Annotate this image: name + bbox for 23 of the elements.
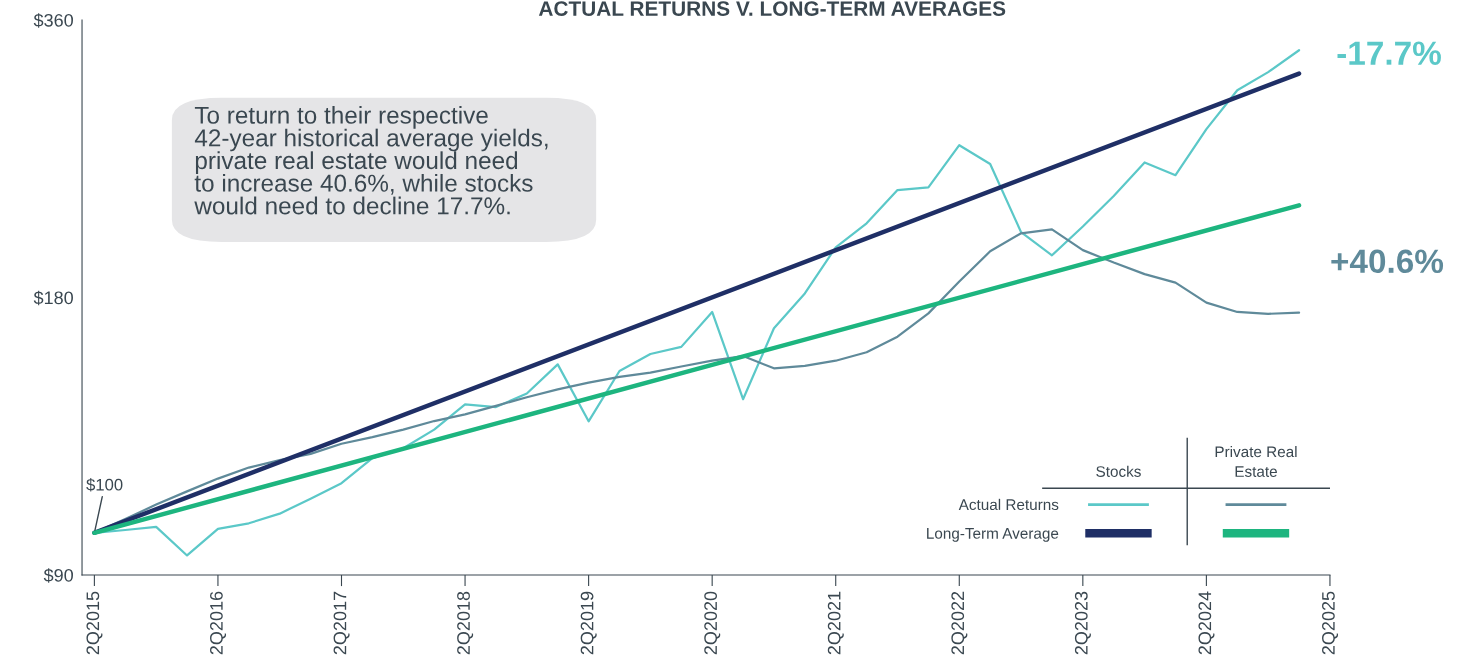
- legend-label: Actual Returns: [958, 498, 1059, 511]
- x-tick-label: 2Q2018: [457, 591, 474, 655]
- x-tick-label: 2Q2017: [333, 591, 350, 655]
- x-tick-label: 2Q2015: [86, 591, 103, 655]
- annotation: To return to their respective 42-year historical average yields, private real estate would need to increase 40.6%, while stocks would need to decline 17.7%.: [194, 105, 548, 215]
- legend-label: Long-Term Average: [927, 528, 1059, 542]
- chart-title: ACTUAL RETURNS V. LONG-TERM AVERAGES: [538, 1, 1006, 16]
- annotation: $100: [86, 478, 123, 492]
- annotation: Private Real Estate: [1215, 445, 1297, 477]
- text: -17.7%: [1337, 41, 1441, 65]
- y-tick-label: $90: [43, 568, 73, 583]
- x-tick-label: 2Q2020: [704, 591, 721, 655]
- x-tick-label: 2Q2024: [1198, 591, 1215, 655]
- x-tick-label: 2Q2025: [1322, 591, 1339, 655]
- x-tick-label: 2Q2016: [210, 591, 227, 655]
- x-tick-label: 2Q2021: [827, 591, 844, 655]
- x-tick-label: 2Q2019: [580, 591, 597, 655]
- y-tick-label: $360: [33, 13, 73, 28]
- x-tick-label: 2Q2022: [951, 591, 968, 655]
- y-tick-label: $180: [33, 290, 73, 306]
- annotation: Stocks: [1096, 465, 1141, 477]
- x-tick-label: 2Q2023: [1074, 591, 1091, 655]
- text: +40.6%: [1331, 249, 1444, 274]
